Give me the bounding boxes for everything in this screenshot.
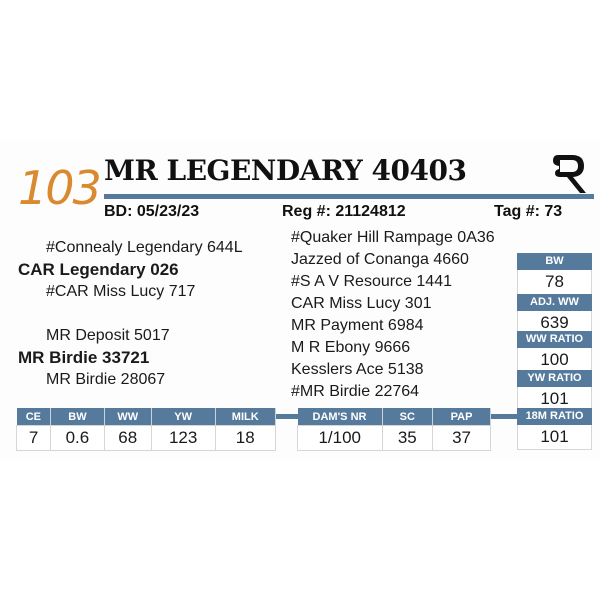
stat-value: 78 — [517, 270, 592, 294]
animal-name: MR LEGENDARY 40403 — [104, 154, 467, 187]
r-brand-logo-icon — [553, 155, 586, 193]
dam-value: 1/100 — [297, 425, 383, 451]
dam-table: DAM'S NR SC PAP 1/100 35 37 — [297, 408, 491, 451]
pedigree-ancestor: #MR Birdie 22764 — [291, 383, 420, 400]
dam-value: 37 — [432, 425, 491, 451]
epd-header: MILK — [215, 408, 276, 426]
sire-sire: #Connealy Legendary 644L — [46, 239, 243, 256]
stat-value: 101 — [517, 387, 592, 411]
stat-label: WW RATIO — [517, 331, 592, 348]
epd-value: 0.6 — [50, 425, 105, 451]
stat-value: 100 — [517, 348, 592, 372]
dam-header: SC — [382, 408, 434, 426]
stat-label: YW RATIO — [517, 370, 592, 387]
pedigree-ancestor: Jazzed of Conanga 4660 — [291, 251, 469, 268]
epd-header: BW — [50, 408, 105, 426]
sire: CAR Legendary 026 — [18, 260, 179, 279]
epd-value: 18 — [214, 425, 276, 451]
pedigree-ancestor: MR Payment 6984 — [291, 317, 424, 334]
pedigree-ancestor: CAR Miss Lucy 301 — [291, 295, 432, 312]
epd-header: YW — [151, 408, 216, 426]
title-divider — [104, 194, 594, 199]
tag-number: Tag #: 73 — [494, 203, 563, 220]
pedigree-ancestor: #Quaker Hill Rampage 0A36 — [291, 229, 495, 246]
birth-date: BD: 05/23/23 — [104, 203, 200, 220]
registration-number: Reg #: 21124812 — [282, 203, 406, 220]
pedigree-ancestor: Kesslers Ace 5138 — [291, 361, 424, 378]
dam-header: PAP — [432, 408, 491, 426]
table-connector — [276, 414, 298, 419]
side-stat-yw-ratio: YW RATIO 101 — [517, 370, 592, 411]
dam-header: DAM'S NR — [297, 408, 383, 426]
stat-label: ADJ. WW — [517, 294, 592, 311]
dam-value: 35 — [381, 425, 434, 451]
epd-value: 123 — [150, 425, 216, 451]
side-stat-bw: BW 78 — [517, 253, 592, 294]
dam-sire: MR Deposit 5017 — [46, 327, 170, 344]
epd-header: WW — [104, 408, 152, 426]
side-stat-ww-ratio: WW RATIO 100 — [517, 331, 592, 372]
sale-lot-card — [0, 140, 600, 460]
side-stat-18m-ratio: 18M RATIO 101 — [517, 408, 592, 450]
epd-value: 68 — [103, 425, 152, 451]
pedigree-ancestor: #S A V Resource 1441 — [291, 273, 452, 290]
epd-value: 7 — [15, 425, 52, 451]
epd-table: CE BW WW YW MILK 7 0.6 68 123 18 — [15, 408, 276, 451]
side-stat-adj-ww: ADJ. WW 639 — [517, 294, 592, 335]
pedigree-ancestor: M R Ebony 9666 — [291, 339, 411, 356]
table-connector — [491, 414, 517, 419]
epd-header: CE — [16, 408, 52, 426]
sire-dam: #CAR Miss Lucy 717 — [46, 283, 196, 300]
lot-number: 103 — [18, 161, 102, 215]
stat-label: BW — [517, 253, 592, 270]
dam: MR Birdie 33721 — [18, 348, 150, 367]
stat-label: 18M RATIO — [517, 408, 592, 425]
dam-dam: MR Birdie 28067 — [46, 371, 166, 388]
stat-value: 101 — [517, 425, 592, 450]
